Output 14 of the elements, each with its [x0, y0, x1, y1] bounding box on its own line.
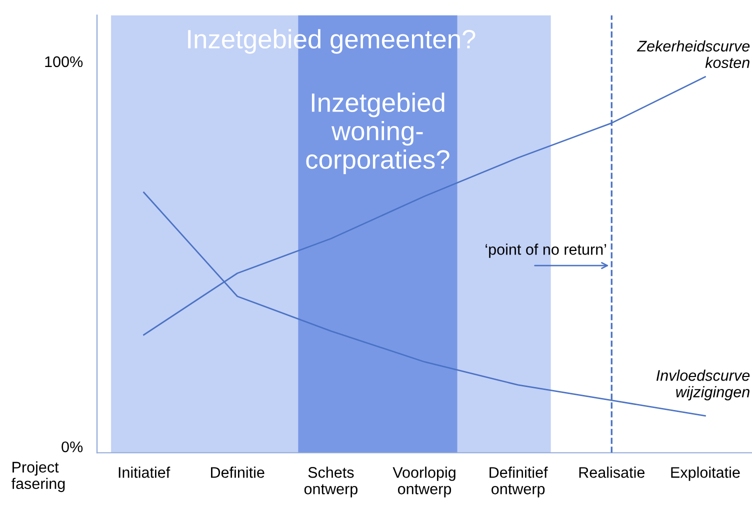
x-tick-label: Definitief ontwerp: [490, 466, 548, 498]
x-tick-label: Realisatie: [579, 466, 645, 478]
series-label: Invloedscurve wijzigingen: [656, 370, 750, 400]
band-label: Inzetgebied woning- corporaties?: [306, 92, 450, 174]
x-tick-label: Exploitatie: [671, 466, 740, 481]
x-tick-label: Schets ontwerp: [304, 466, 358, 498]
x-axis-title: Project fasering: [11, 461, 65, 492]
x-tick-label: Voorlopig ontwerp: [392, 466, 456, 498]
x-tick-label: Definitie: [211, 466, 264, 478]
series-label: Zekerheidscurve kosten: [636, 40, 750, 68]
ref-line-label: ‘point of no return’: [486, 244, 606, 258]
y-tick-label: 100%: [45, 56, 83, 68]
y-tick-label: 0%: [62, 441, 83, 452]
x-tick-label: Initiatief: [118, 466, 170, 478]
